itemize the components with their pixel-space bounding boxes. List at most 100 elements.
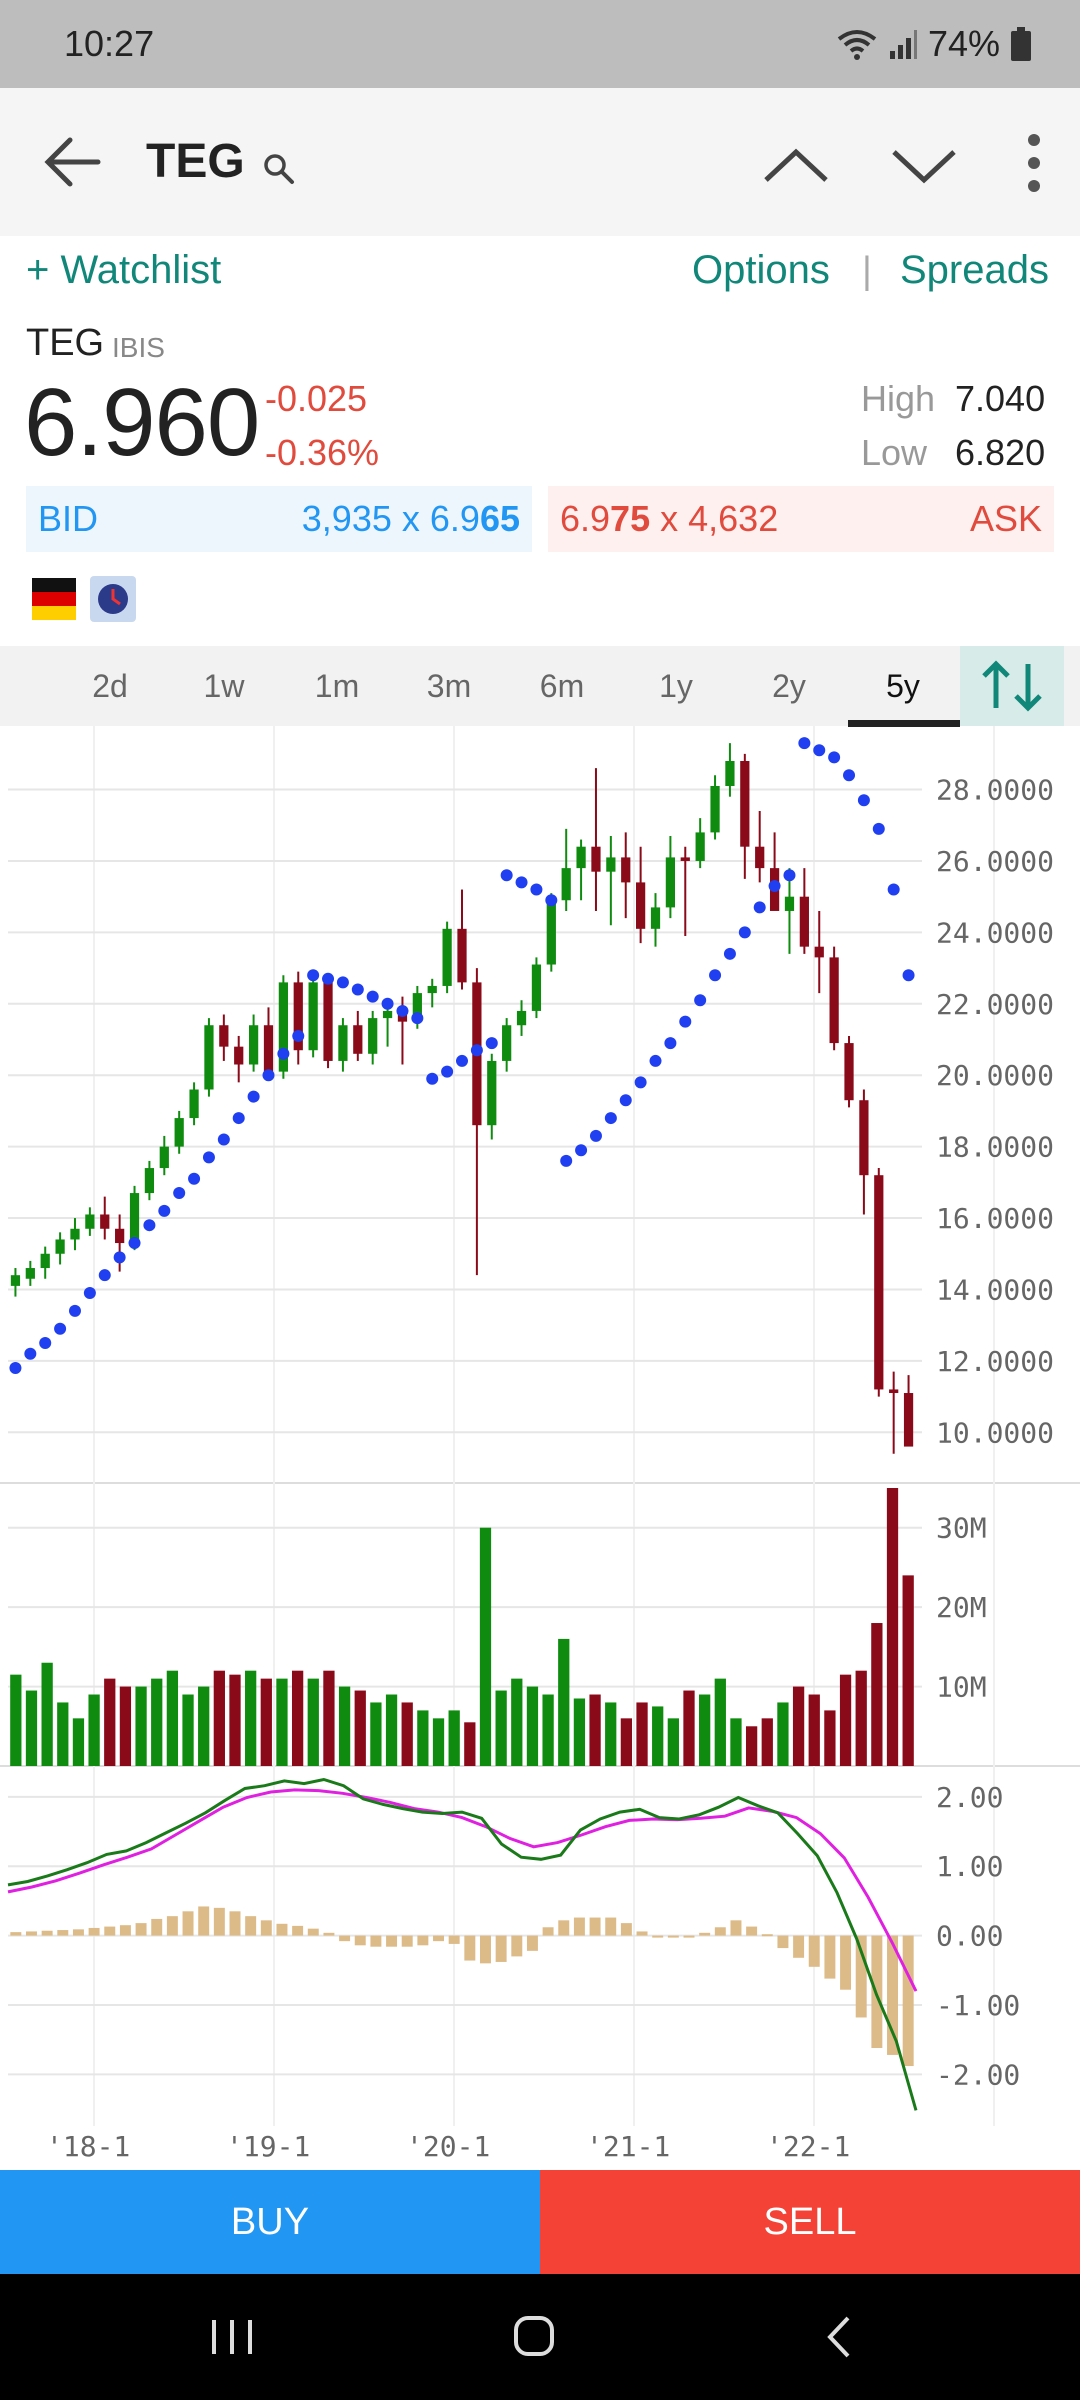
macd-histogram-bar — [72, 1929, 84, 1936]
macd-histogram-bar — [855, 1935, 867, 2018]
macd-histogram-bar — [558, 1920, 570, 1936]
volume-bar — [558, 1638, 570, 1766]
macd-histogram-bar — [683, 1935, 695, 1938]
tab-5y[interactable]: 5y — [886, 668, 920, 704]
candle-body — [129, 1193, 140, 1244]
candle-body — [189, 1089, 199, 1119]
macd-signal-line — [7, 1788, 918, 1992]
candle-body — [10, 1275, 21, 1286]
macd-histogram-bar — [902, 1935, 914, 2067]
sar-dot — [351, 983, 364, 996]
macd-histogram-bar — [339, 1935, 351, 1942]
volume-bar — [792, 1686, 805, 1766]
tab-3m[interactable]: 3m — [426, 668, 472, 704]
chart-settings-button[interactable] — [960, 646, 1064, 726]
bid-box[interactable]: BID 3,935 x 6.965 — [26, 486, 532, 552]
volume-axis-label: 20M — [936, 1591, 987, 1624]
sar-dot — [887, 883, 900, 896]
candle-body — [680, 857, 690, 861]
sar-dot — [872, 822, 885, 835]
candle-body — [248, 1025, 259, 1065]
macd-histogram-bar — [636, 1931, 648, 1936]
volume-axis-label: 10M — [936, 1671, 987, 1704]
chevron-up-icon[interactable] — [760, 136, 832, 196]
last-price: 6.960 — [24, 369, 260, 476]
volume-bar — [401, 1702, 413, 1766]
price-chart[interactable]: 28.0000 26.0000 24.0000 22.0000 20.0000 18.00… — [0, 726, 1080, 2170]
sar-dot — [560, 1154, 573, 1167]
sar-dot — [366, 990, 379, 1003]
candle-body — [382, 1010, 393, 1019]
volume-bar — [354, 1690, 366, 1766]
macd-histogram-bar — [386, 1935, 398, 1947]
system-nav-bar — [0, 2274, 1080, 2400]
candle-body — [159, 1146, 169, 1169]
options-link[interactable]: Options — [692, 248, 830, 292]
candle-body — [591, 846, 601, 872]
low-label: Low — [861, 432, 928, 473]
price-axis-label: 28.0000 — [936, 774, 1054, 807]
tab-2d[interactable]: 2d — [92, 668, 128, 704]
bid-quote: 3,935 x 6.965 — [302, 498, 520, 540]
sar-dot — [783, 869, 796, 882]
search-icon[interactable] — [262, 152, 296, 186]
tab-1m[interactable]: 1m — [314, 668, 360, 704]
ask-label: ASK — [969, 498, 1042, 539]
volume-bar — [605, 1702, 617, 1766]
macd-histogram-bar — [229, 1911, 241, 1936]
more-vert-icon[interactable] — [1014, 128, 1054, 198]
volume-bar — [88, 1694, 100, 1766]
spreads-link[interactable]: Spreads — [900, 248, 1049, 292]
home-icon[interactable] — [494, 2304, 574, 2370]
sar-dot — [843, 769, 856, 782]
tab-2y[interactable]: 2y — [772, 668, 806, 704]
volume-bar — [151, 1678, 163, 1766]
volume-bar — [166, 1670, 179, 1766]
add-watchlist-link[interactable]: + Watchlist — [26, 248, 222, 292]
ask-price-tail: 75 — [610, 498, 651, 539]
page-title[interactable]: TEG — [146, 135, 245, 188]
tab-1w[interactable]: 1w — [203, 668, 245, 704]
ask-quote: 6.975 x 4,632 — [560, 498, 778, 540]
sar-dot — [54, 1322, 67, 1335]
volume-bar — [761, 1718, 773, 1766]
macd-line — [7, 1777, 918, 2111]
volume-bar — [72, 1718, 85, 1766]
candle-body — [636, 882, 646, 929]
volume-bar — [260, 1678, 272, 1766]
candle-body — [725, 760, 735, 786]
chevron-down-icon[interactable] — [888, 136, 960, 196]
high-value: 7.040 — [955, 378, 1046, 419]
macd-histogram-bar — [213, 1907, 225, 1936]
candle-body — [323, 982, 333, 1061]
symbol: TEG — [26, 322, 105, 364]
macd-histogram-bar — [464, 1935, 476, 1961]
tab-6m[interactable]: 6m — [539, 668, 585, 704]
ask-size: 4,632 — [688, 498, 779, 539]
candle-body — [531, 964, 542, 1011]
volume-bar — [855, 1670, 867, 1766]
nav-back-icon[interactable] — [800, 2304, 880, 2370]
candle-body — [859, 1100, 869, 1176]
candle-body — [427, 985, 437, 994]
volume-bar — [667, 1718, 679, 1766]
candle-body — [799, 896, 809, 947]
macd-histogram-bar — [354, 1935, 366, 1946]
bid-x: x — [401, 498, 420, 539]
sar-dot — [98, 1269, 111, 1282]
buy-button[interactable]: BUY — [0, 2170, 540, 2274]
price-change: -0.025 — [265, 378, 368, 419]
sar-dot — [515, 876, 528, 889]
sell-button[interactable]: SELL — [540, 2170, 1080, 2274]
recent-apps-icon[interactable] — [192, 2304, 272, 2370]
sar-dot — [277, 1047, 290, 1060]
sar-dot — [813, 744, 826, 757]
ask-box[interactable]: 6.975 x 4,632 ASK — [548, 486, 1054, 552]
sar-dot — [217, 1133, 230, 1146]
tab-1y[interactable]: 1y — [659, 668, 693, 704]
back-arrow-icon[interactable] — [38, 132, 108, 192]
market-hours-badge[interactable] — [90, 576, 136, 622]
macd-histogram-bar — [542, 1927, 554, 1936]
volume-bar — [495, 1690, 507, 1766]
candle-body — [546, 900, 556, 965]
